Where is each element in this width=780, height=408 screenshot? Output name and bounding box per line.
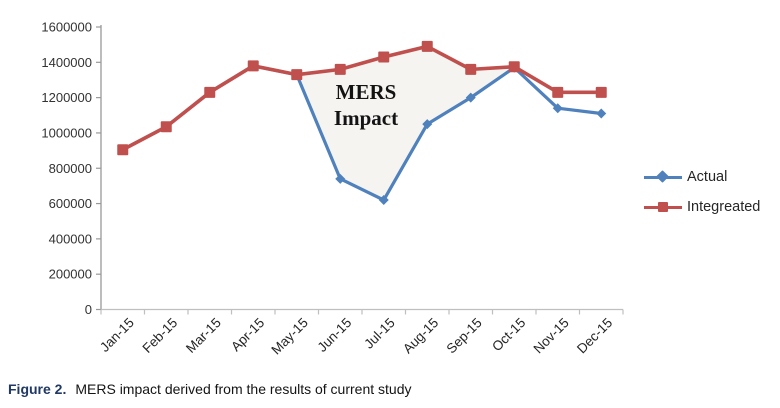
svg-text:May-15: May-15 (268, 315, 310, 357)
integreated-series-swatch (644, 198, 682, 216)
svg-text:Oct-15: Oct-15 (489, 315, 528, 354)
integreated-series (117, 40, 607, 156)
chart-canvas: 0 200000 400000 600000 800000 1000000 1200000 1… (41, 20, 624, 357)
x-axis-ticks (100, 309, 624, 315)
svg-text:Aug-15: Aug-15 (400, 315, 441, 356)
figure-caption-text: MERS impact derived from the results of … (75, 381, 412, 397)
svg-text:Jul-15: Jul-15 (361, 315, 398, 352)
svg-text:Nov-15: Nov-15 (530, 315, 571, 356)
svg-text:Jun-15: Jun-15 (315, 315, 355, 355)
svg-text:Jan-15: Jan-15 (97, 315, 137, 355)
legend-item-actual: Actual (644, 168, 780, 186)
svg-text:1200000: 1200000 (41, 90, 92, 105)
svg-text:200000: 200000 (49, 267, 92, 282)
mers-impact-annotation: MERS Impact (316, 79, 416, 131)
svg-text:Feb-15: Feb-15 (140, 315, 181, 356)
svg-text:Mar-15: Mar-15 (183, 315, 224, 356)
chart-legend: Actual Integreated (644, 168, 780, 216)
svg-text:1000000: 1000000 (41, 125, 92, 140)
svg-text:600000: 600000 (49, 196, 92, 211)
x-axis-labels: Jan-15 Feb-15 Mar-15 Apr-15 May-15 Jun-15 Jul-… (97, 315, 615, 357)
figure-number-label: Figure 2. (8, 381, 67, 397)
square-marker-icon (658, 202, 668, 212)
svg-text:Dec-15: Dec-15 (574, 315, 615, 356)
annotation-line-2: Impact (333, 106, 399, 130)
annotation-line-1: MERS (335, 80, 397, 104)
svg-text:0: 0 (85, 302, 92, 317)
actual-series-swatch (644, 168, 682, 186)
legend-label-integreated: Integreated (687, 199, 761, 215)
diamond-marker-icon (656, 170, 669, 183)
svg-text:1600000: 1600000 (41, 20, 92, 35)
y-axis-labels: 0 200000 400000 600000 800000 1000000 1200000 1… (41, 20, 101, 317)
svg-text:800000: 800000 (49, 161, 92, 176)
svg-text:Sep-15: Sep-15 (443, 315, 484, 356)
figure-caption: Figure 2. MERS impact derived from the re… (8, 381, 768, 397)
legend-label-actual: Actual (687, 169, 728, 185)
svg-text:400000: 400000 (49, 231, 92, 246)
svg-text:1400000: 1400000 (41, 55, 92, 70)
svg-text:Apr-15: Apr-15 (228, 315, 267, 354)
legend-item-integreated: Integreated (644, 198, 780, 216)
